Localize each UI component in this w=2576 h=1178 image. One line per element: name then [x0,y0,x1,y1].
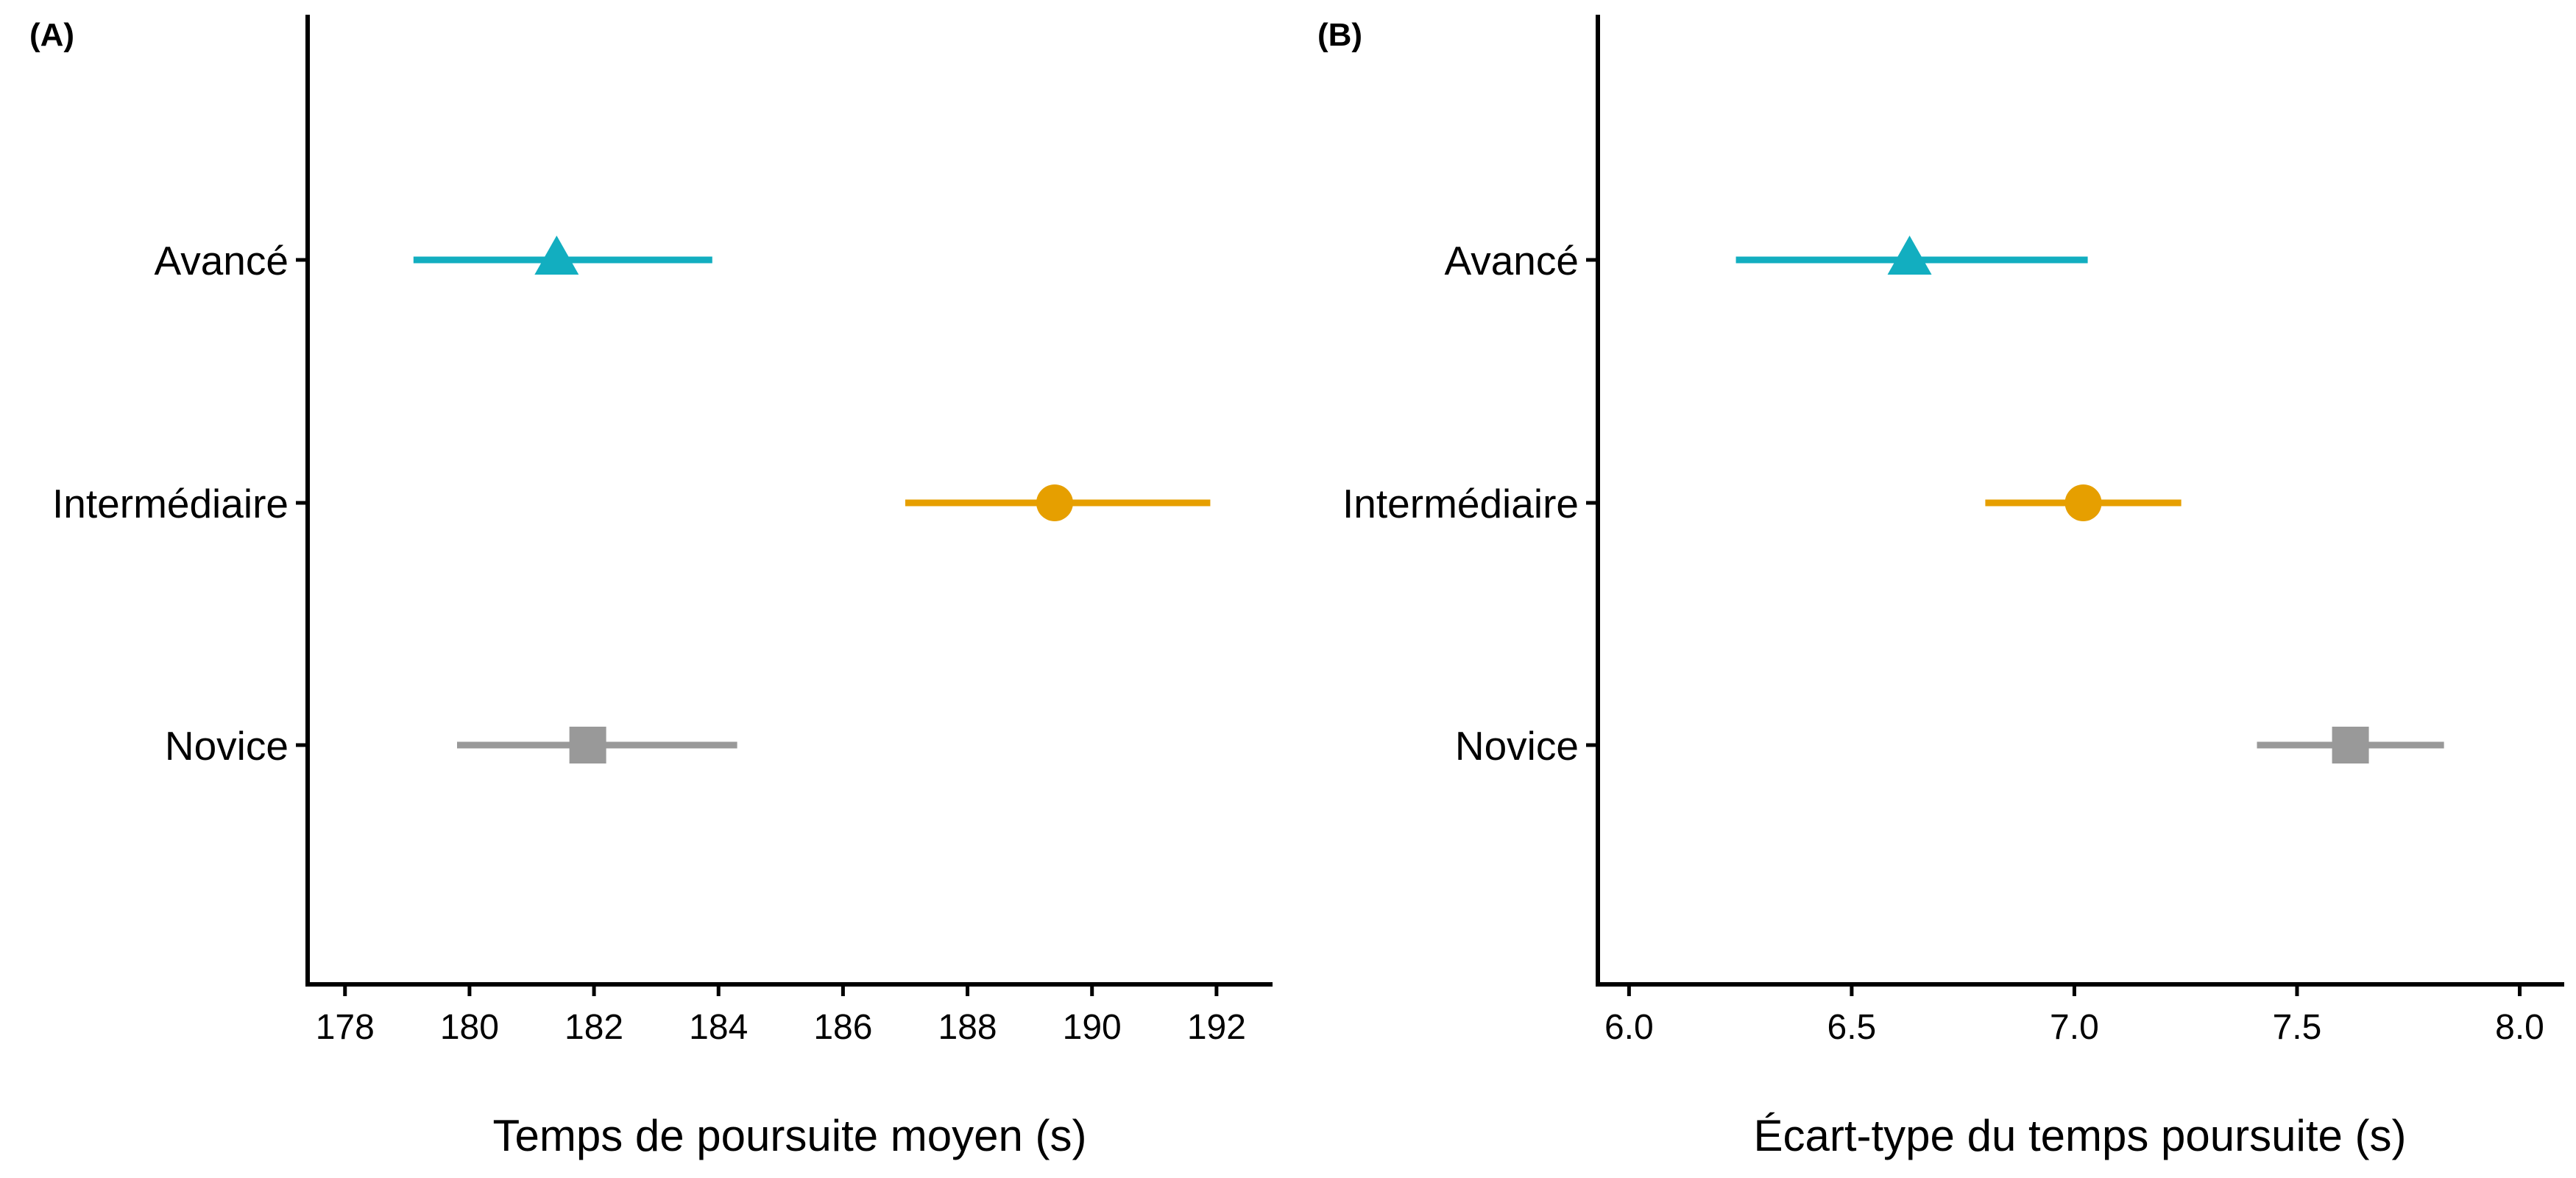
panel-b-point-intermediaire [2064,484,2102,521]
panel-a-category-label-avance: Avancé [155,238,289,283]
panel-b-marks [1735,236,2444,763]
panel-a-tag: (A) [29,17,74,53]
panel-b-x-tick-label: 6.0 [1604,1008,1654,1047]
panel-a-x-tick-label: 184 [689,1008,748,1047]
panel-b-x-tick-label: 8.0 [2495,1008,2544,1047]
panel-b: (B) Avancé Intermédiaire Novice 6.0 6.5 7.… [1317,15,2564,1160]
panel-a-x-ticks: 178 180 182 184 186 188 190 192 [296,258,1246,1047]
panel-b-x-ticks: 6.0 6.5 7.0 7.5 8.0 [1586,258,2544,1047]
panel-a-category-label-novice: Novice [165,723,289,769]
panel-b-x-tick-label: 7.5 [2273,1008,2322,1047]
panel-a-x-tick-label: 192 [1187,1008,1246,1047]
panel-a-point-novice [569,727,606,763]
panel-a-x-tick-label: 188 [938,1008,997,1047]
panel-b-tag: (B) [1317,17,1362,53]
panel-a-x-tick-label: 190 [1063,1008,1122,1047]
panel-a-marks [413,236,1211,763]
panel-a-point-intermediaire [1036,484,1073,521]
panel-b-point-avance [1887,236,1932,275]
panel-a-x-tick-label: 180 [440,1008,499,1047]
panel-a-x-tick-label: 182 [565,1008,623,1047]
panel-b-x-axis-title: Écart-type du temps poursuite (s) [1753,1111,2406,1160]
panel-a-point-avance [534,236,579,275]
panel-b-category-label-intermediaire: Intermédiaire [1342,481,1579,526]
panel-a-x-tick-label: 186 [813,1008,872,1047]
panel-b-x-tick-label: 7.0 [2050,1008,2099,1047]
panel-b-x-tick-label: 6.5 [1827,1008,1877,1047]
panel-a: (A) Avancé Intermédiaire Novice 178 180 18… [29,15,1273,1160]
panel-b-point-novice [2332,727,2369,763]
panel-a-x-tick-label: 178 [316,1008,375,1047]
panel-b-category-label-novice: Novice [1455,723,1579,769]
panel-b-category-label-avance: Avancé [1445,238,1579,283]
panel-a-category-label-intermediaire: Intermédiaire [52,481,289,526]
panel-a-x-axis-title: Temps de poursuite moyen (s) [492,1111,1086,1160]
